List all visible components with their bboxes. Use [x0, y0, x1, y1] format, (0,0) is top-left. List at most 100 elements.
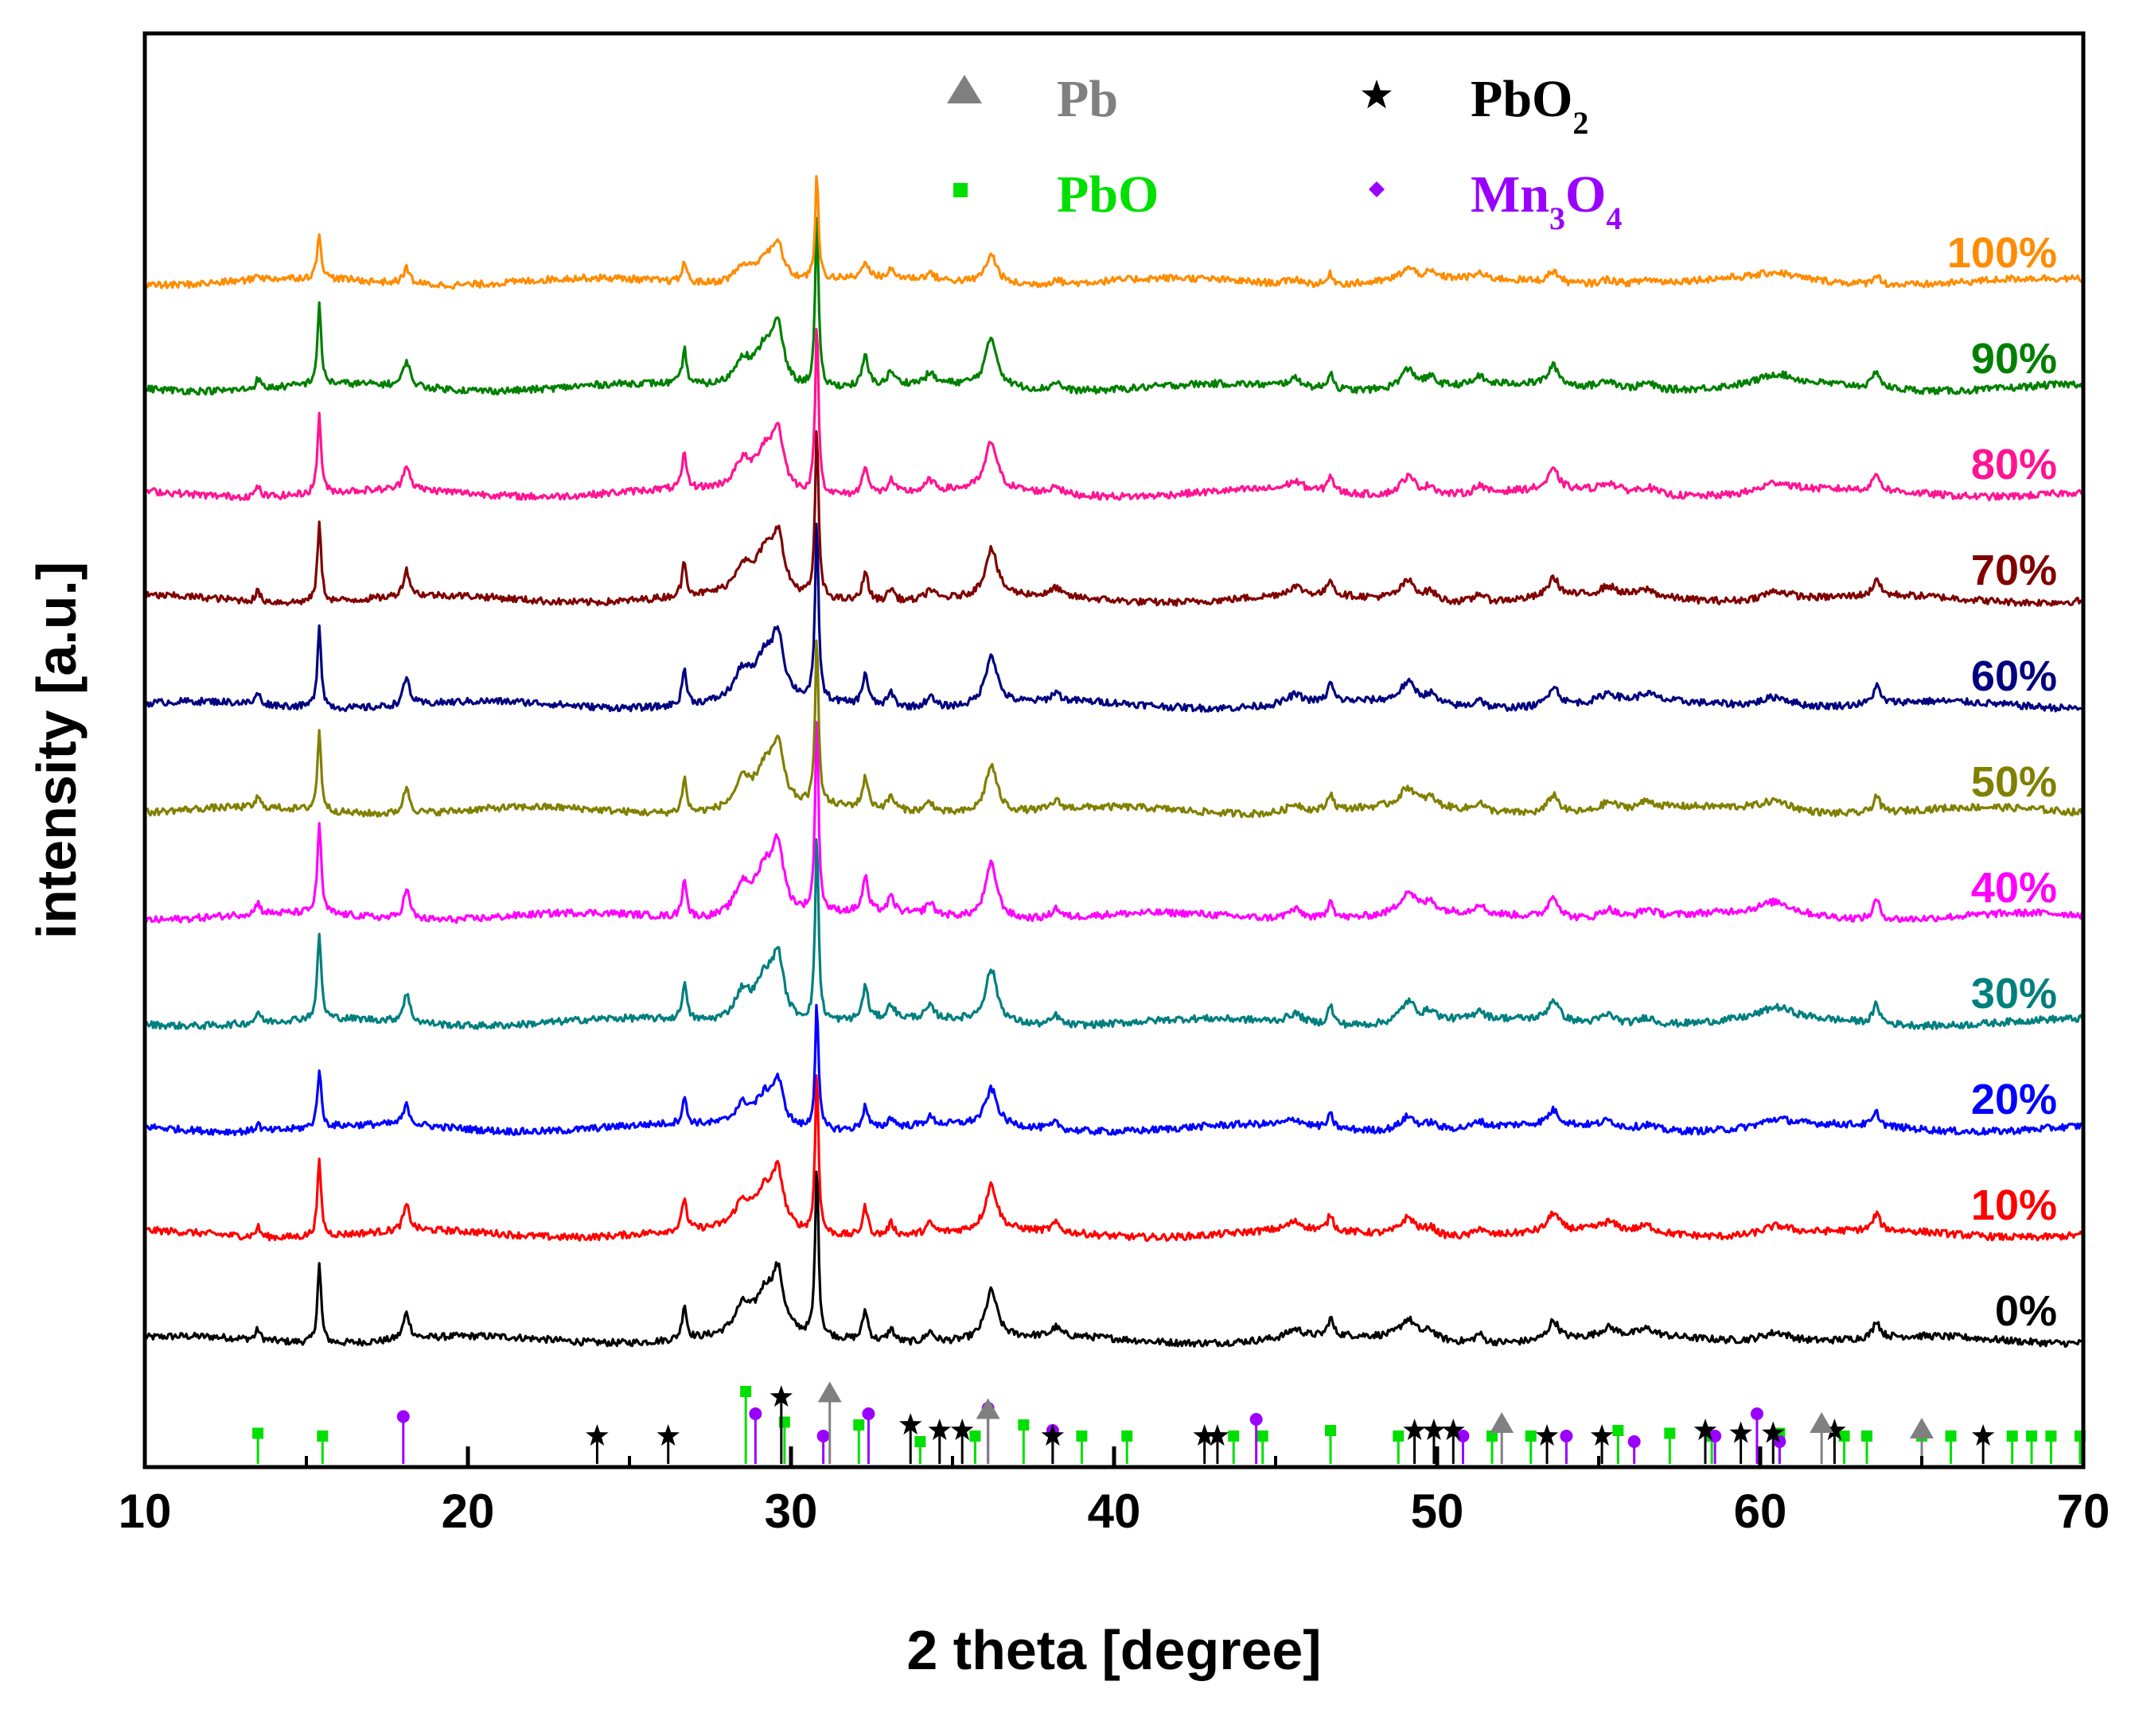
series-label-60pct: 60% — [1971, 652, 2057, 700]
ref-marker-mn3o4 — [1560, 1430, 1573, 1442]
ref-marker-pbo — [1018, 1419, 1030, 1430]
series-line-60pct — [145, 522, 2083, 713]
series-label-40pct: 40% — [1971, 864, 2057, 912]
series-label-0pct: 0% — [1995, 1287, 2057, 1335]
reference-lines-group — [252, 1381, 2086, 1464]
ref-marker-pbo2 — [1535, 1424, 1559, 1446]
ref-marker-mn3o4 — [862, 1407, 875, 1420]
legend-pbo2-sub: 2 — [1572, 105, 1588, 141]
series-label-100pct: 100% — [1947, 229, 2057, 277]
legend-pb-triangle-icon — [947, 75, 982, 103]
ref-marker-pbo — [853, 1419, 865, 1430]
legend-pbo-label: PbO — [1057, 165, 1159, 224]
legend-mn3o4-main: Mn — [1471, 165, 1549, 224]
traces-group — [145, 175, 2083, 1349]
ref-marker-pbo — [2006, 1430, 2018, 1442]
ref-marker-pbo — [1838, 1430, 1850, 1442]
ref-marker-pb — [1490, 1412, 1514, 1433]
series-label-80pct: 80% — [1971, 441, 2057, 488]
legend: Pb PbO2 PbO Mn3O4 — [947, 70, 1622, 236]
ref-marker-pbo — [252, 1427, 264, 1439]
series-line-0pct — [145, 1170, 2083, 1349]
ref-marker-pbo — [914, 1436, 926, 1447]
ref-marker-mn3o4 — [396, 1410, 410, 1423]
x-tick-label-40: 40 — [1088, 1485, 1141, 1538]
ref-marker-pbo2 — [1442, 1419, 1465, 1441]
series-line-40pct — [145, 721, 2083, 924]
ref-marker-pbo — [2045, 1430, 2057, 1442]
ref-marker-pbo2 — [928, 1419, 951, 1441]
ref-marker-pbo2 — [1193, 1424, 1216, 1446]
legend-pb-label: Pb — [1057, 70, 1118, 128]
ref-marker-pbo — [1860, 1430, 1872, 1442]
ref-marker-pbo2 — [1693, 1419, 1717, 1441]
ref-marker-pbo — [1945, 1430, 1957, 1442]
ref-marker-pb — [1910, 1418, 1934, 1438]
ref-marker-pbo2 — [769, 1385, 793, 1407]
ref-marker-pbo2 — [950, 1419, 974, 1441]
series-labels-group: 0% 10% 20% 30% 40% 50% 60% 70% 80% 90% 100% — [1947, 229, 2057, 1335]
ref-marker-pbo2 — [899, 1413, 922, 1435]
legend-pbo2-main: PbO — [1471, 70, 1572, 128]
series-line-30pct — [145, 838, 2083, 1030]
ref-marker-pbo2 — [1590, 1424, 1614, 1446]
legend-mn3o4-sub2: 4 — [1606, 200, 1622, 236]
series-label-90pct: 90% — [1971, 335, 2057, 383]
x-axis-ticks — [142, 1446, 2086, 1467]
series-line-10pct — [145, 1074, 2083, 1242]
x-tick-label-20: 20 — [442, 1485, 495, 1538]
x-axis-label: 2 theta [degree] — [906, 1619, 1321, 1681]
ref-marker-pbo2 — [1823, 1419, 1846, 1441]
x-tick-label-30: 30 — [765, 1485, 818, 1538]
ref-marker-pbo2 — [1729, 1421, 1752, 1443]
series-line-100pct — [145, 175, 2083, 290]
ref-marker-mn3o4 — [1249, 1413, 1263, 1426]
ref-marker-pbo2 — [1403, 1419, 1426, 1441]
ref-marker-pb — [817, 1381, 842, 1403]
legend-mn3o4-label: Mn3O4 — [1471, 165, 1622, 236]
y-axis-label: intensity [a.u.] — [25, 562, 88, 939]
series-label-70pct: 70% — [1971, 547, 2057, 594]
x-tick-label-70: 70 — [2057, 1485, 2110, 1538]
ref-marker-pbo — [1664, 1427, 1676, 1439]
ref-marker-mn3o4 — [816, 1430, 830, 1442]
ref-marker-pbo — [969, 1430, 981, 1442]
x-tick-label-10: 10 — [119, 1485, 172, 1538]
ref-marker-pbo — [1121, 1430, 1133, 1442]
ref-marker-mn3o4 — [1627, 1435, 1641, 1448]
legend-pbo-square-icon — [953, 183, 968, 197]
x-axis-tick-labels: 10 20 30 40 50 60 70 — [119, 1485, 2110, 1538]
ref-marker-mn3o4 — [749, 1407, 762, 1420]
series-label-20pct: 20% — [1971, 1076, 2057, 1123]
series-line-70pct — [145, 430, 2083, 607]
ref-marker-pbo — [1486, 1430, 1498, 1442]
ref-marker-pbo2 — [1422, 1419, 1446, 1441]
series-label-30pct: 30% — [1971, 970, 2057, 1018]
ref-marker-pbo2 — [1041, 1424, 1065, 1446]
series-line-90pct — [145, 216, 2083, 396]
series-label-50pct: 50% — [1971, 758, 2057, 806]
ref-marker-pbo — [1525, 1430, 1537, 1442]
ref-marker-pbo — [1612, 1425, 1624, 1436]
ref-marker-pbo2 — [586, 1424, 609, 1446]
ref-marker-pbo2 — [1206, 1424, 1229, 1446]
ref-marker-pbo2 — [1762, 1421, 1785, 1443]
series-line-50pct — [145, 639, 2083, 819]
ref-marker-pbo — [2026, 1430, 2038, 1442]
plot-frame — [142, 31, 2086, 1469]
legend-pbo2-label: PbO2 — [1471, 70, 1588, 141]
ref-marker-pb — [976, 1398, 1000, 1419]
x-tick-label-60: 60 — [1734, 1485, 1787, 1538]
legend-pbo2-star-icon — [1362, 80, 1392, 109]
ref-marker-pbo — [1393, 1430, 1405, 1442]
ref-marker-pbo — [317, 1430, 329, 1442]
series-line-80pct — [145, 328, 2083, 502]
ref-marker-pb — [1810, 1412, 1834, 1433]
legend-mn3o4-diamond-icon — [1369, 181, 1385, 197]
ref-marker-pbo — [740, 1386, 752, 1397]
ref-marker-pbo — [1228, 1430, 1240, 1442]
legend-mn3o4-main2: O — [1565, 165, 1606, 224]
series-line-20pct — [145, 1003, 2083, 1137]
ref-marker-pbo — [1325, 1425, 1337, 1436]
